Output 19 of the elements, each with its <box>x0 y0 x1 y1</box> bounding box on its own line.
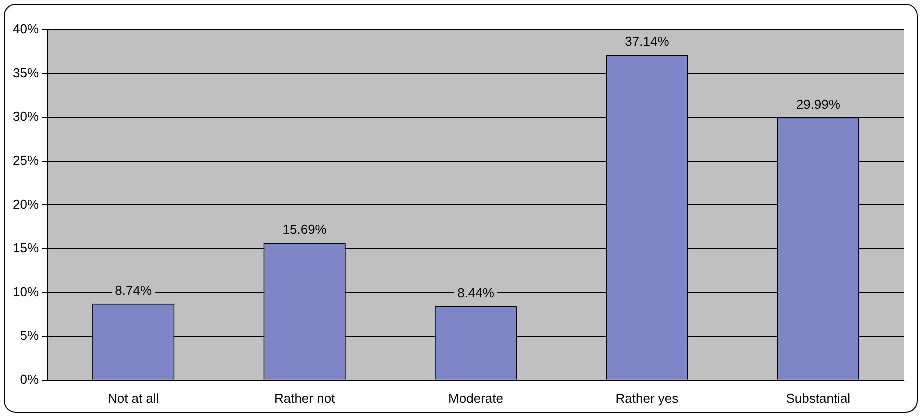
x-tick-label: Not at all <box>108 390 160 406</box>
y-tick-label: 10% <box>12 284 40 300</box>
data-label: 8.44% <box>458 286 495 301</box>
y-tick-label: 15% <box>12 240 40 256</box>
y-tick-label: 35% <box>12 65 40 80</box>
x-tick-label: Rather yes <box>616 390 680 406</box>
y-tick-label: 20% <box>12 196 40 212</box>
x-tick-label: Rather not <box>274 390 336 406</box>
y-tick-label: 30% <box>12 109 40 124</box>
data-label: 8.74% <box>115 282 152 298</box>
y-tick-label: 0% <box>20 372 40 387</box>
x-tick-label: Substantial <box>786 390 851 406</box>
data-label: 29.99% <box>796 96 841 112</box>
data-label: 37.14% <box>625 34 670 50</box>
y-tick-label: 25% <box>12 152 40 168</box>
y-tick-label: 5% <box>20 328 40 344</box>
x-tick-label: Moderate <box>448 390 504 406</box>
data-label: 15.69% <box>282 222 328 238</box>
y-tick-label: 40% <box>12 22 40 37</box>
